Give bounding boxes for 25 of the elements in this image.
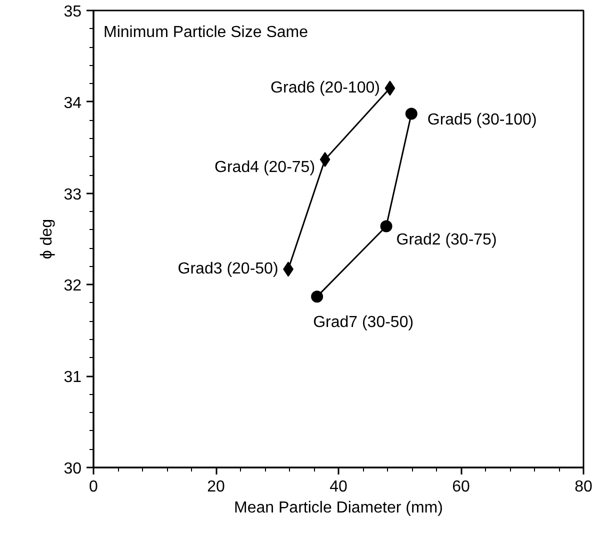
y-tick-label: 31 bbox=[64, 369, 82, 386]
annotation: Grad5 (30-100) bbox=[427, 111, 537, 128]
y-tick-label: 33 bbox=[64, 186, 82, 204]
x-tick-label: 20 bbox=[207, 478, 225, 496]
point bbox=[311, 290, 324, 303]
x-tick-label: 80 bbox=[574, 478, 592, 496]
x-tick-label: 60 bbox=[452, 478, 470, 496]
y-tick-label: 30 bbox=[64, 460, 82, 478]
x-tick-label: 40 bbox=[330, 478, 348, 496]
y-axis-title: ϕ deg bbox=[38, 218, 56, 260]
point bbox=[384, 80, 396, 96]
x-tick-label: 0 bbox=[89, 478, 98, 496]
point bbox=[380, 220, 392, 232]
x-axis-title: Mean Particle Diameter (mm) bbox=[234, 500, 443, 516]
point bbox=[320, 152, 330, 167]
annotation: Grad2 (30-75) bbox=[396, 232, 497, 249]
annotation: Grad7 (30-50) bbox=[313, 314, 414, 332]
annotation: Grad6 (20-100) bbox=[270, 80, 380, 97]
y-tick-label: 35 bbox=[64, 4, 82, 20]
y-tick-label: 32 bbox=[64, 278, 82, 295]
point bbox=[405, 108, 418, 120]
annotation: Minimum Particle Size Same bbox=[104, 24, 308, 41]
y-tick-label: 34 bbox=[64, 94, 82, 112]
annotation: Grad4 (20-75) bbox=[214, 158, 316, 176]
annotation: Grad3 (20-50) bbox=[178, 260, 278, 278]
